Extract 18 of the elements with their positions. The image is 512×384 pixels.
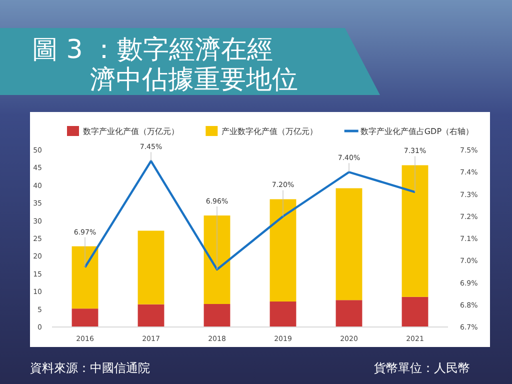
bar: [270, 302, 296, 327]
bar: [270, 199, 296, 302]
bar: [336, 188, 362, 300]
bar: [336, 300, 362, 327]
legend-label: 产业数字化产值（万亿元）: [222, 127, 318, 136]
bar: [138, 304, 164, 327]
bar: [138, 230, 164, 304]
chart-title: 圖 3 ：數字經濟在經濟中佔據重要地位: [32, 35, 298, 95]
bar: [204, 215, 230, 304]
bar: [402, 165, 428, 297]
bar: [204, 304, 230, 327]
legend-label: 数字产业化产值（万亿元）: [83, 127, 179, 136]
bar: [72, 246, 98, 309]
bar: [72, 308, 98, 327]
text: 貨幣單位：人民幣: [374, 361, 470, 375]
legend-label: 数字产业化产值占GDP（右轴）: [360, 127, 474, 136]
bar: [402, 296, 428, 327]
source-note: 資料來源：中國信通院: [30, 361, 150, 375]
